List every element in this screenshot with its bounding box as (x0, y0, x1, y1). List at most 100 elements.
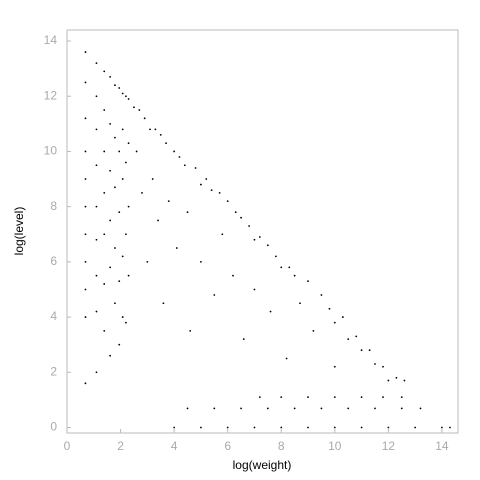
point (221, 233, 224, 236)
point (266, 407, 269, 410)
point (143, 117, 146, 120)
point (109, 354, 112, 357)
point (248, 225, 251, 227)
x-tick-label: 6 (224, 439, 231, 453)
point (95, 238, 98, 241)
point (178, 156, 181, 158)
y-tick-label: 0 (50, 420, 57, 434)
y-tick-label: 2 (50, 364, 57, 378)
point (118, 150, 121, 153)
point (360, 396, 363, 399)
x-axis-label: log(weight) (233, 458, 292, 472)
point (103, 283, 106, 285)
point (355, 335, 358, 338)
point (114, 186, 116, 189)
point (103, 191, 106, 194)
point (121, 316, 124, 318)
point (333, 365, 336, 368)
point (200, 260, 202, 263)
point (165, 142, 167, 145)
point (125, 233, 127, 236)
point (109, 169, 112, 172)
point (320, 294, 323, 296)
point (347, 338, 350, 341)
point (95, 62, 98, 65)
point (419, 407, 422, 410)
point (213, 294, 216, 296)
point (84, 205, 87, 208)
point (320, 407, 323, 410)
point (109, 219, 112, 222)
point (84, 117, 87, 120)
point (95, 205, 98, 208)
point (114, 84, 116, 87)
point (127, 142, 130, 145)
y-axis-label: log(level) (12, 207, 26, 256)
point (84, 178, 87, 180)
point (280, 426, 283, 429)
point (183, 164, 186, 167)
point (293, 407, 296, 410)
point (159, 133, 162, 136)
point (285, 357, 288, 360)
point (441, 426, 443, 429)
point (347, 407, 350, 410)
point (125, 161, 127, 164)
point (403, 379, 406, 382)
point (200, 426, 202, 429)
point (127, 274, 130, 277)
point (84, 81, 87, 84)
point (387, 426, 390, 429)
point (103, 150, 106, 153)
point (374, 407, 376, 410)
point (280, 396, 283, 399)
point (232, 274, 234, 277)
point (127, 205, 130, 208)
point (154, 128, 157, 131)
point (194, 167, 197, 169)
point (299, 302, 301, 305)
point (218, 191, 221, 194)
point (253, 288, 256, 291)
point (162, 302, 165, 305)
point (103, 109, 106, 111)
y-tick-label: 8 (50, 199, 57, 213)
point (84, 51, 87, 53)
point (167, 200, 170, 203)
point (175, 247, 178, 249)
point (138, 109, 141, 111)
point (95, 95, 98, 98)
y-tick-label: 6 (50, 254, 57, 268)
point (109, 122, 112, 125)
point (333, 396, 336, 399)
point (121, 128, 124, 131)
point (240, 407, 242, 410)
point (374, 363, 376, 365)
point (328, 307, 331, 310)
x-tick-label: 12 (382, 439, 396, 453)
point (118, 280, 121, 283)
x-tick-label: 10 (328, 439, 342, 453)
x-tick-label: 8 (278, 439, 285, 453)
plot-frame (66, 29, 459, 434)
point (341, 316, 344, 318)
point (382, 396, 384, 399)
point (307, 426, 309, 429)
point (293, 274, 296, 277)
point (173, 150, 176, 153)
point (141, 191, 143, 194)
point (210, 189, 213, 191)
point (84, 150, 87, 153)
point (133, 106, 135, 109)
point (84, 288, 87, 291)
point (103, 233, 106, 236)
point (269, 310, 272, 313)
point (253, 238, 256, 241)
point (312, 329, 315, 332)
x-tick-label: 14 (435, 439, 449, 453)
point (114, 136, 116, 139)
point (103, 70, 106, 73)
point (84, 233, 87, 236)
point (274, 255, 277, 258)
